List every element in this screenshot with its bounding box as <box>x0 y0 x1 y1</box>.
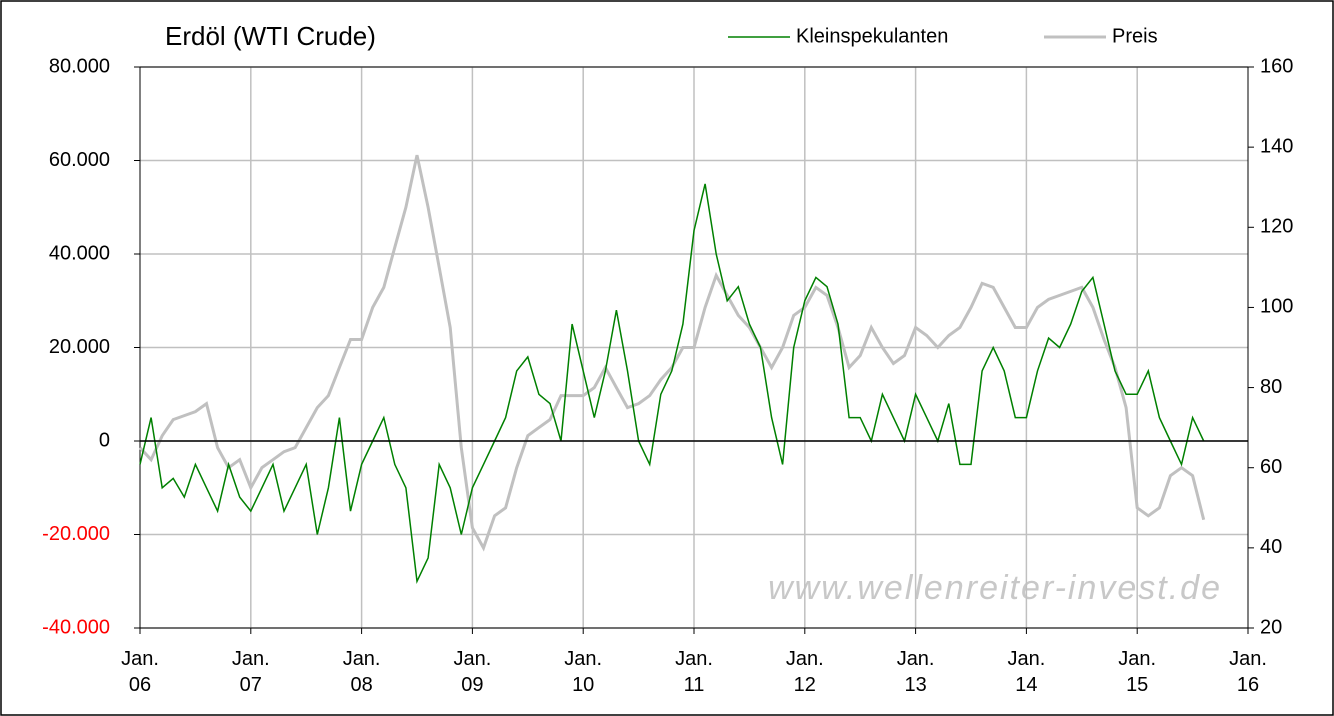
chart-title: Erdöl (WTI Crude) <box>165 21 376 51</box>
x-tick-label: Jan. 13 <box>896 648 935 696</box>
y2-tick-label: 20 <box>1260 616 1282 638</box>
y-tick-label: 20.000 <box>49 336 110 358</box>
y2-tick-label: 40 <box>1260 536 1282 558</box>
y-tick-label: 80.000 <box>49 55 110 77</box>
y2-tick-label: 100 <box>1260 296 1293 318</box>
watermark: www.wellenreiter-invest.de <box>768 569 1222 607</box>
x-tick-label: Jan. 12 <box>785 648 824 696</box>
y-tick-label: 40.000 <box>49 242 110 264</box>
y2-tick-label: 140 <box>1260 135 1293 157</box>
y-tick-label: -40.000 <box>42 616 110 638</box>
x-tick-label: Jan. 11 <box>675 648 713 696</box>
y-tick-label: 60.000 <box>49 149 110 171</box>
legend-label: Preis <box>1112 25 1158 47</box>
y2-tick-label: 160 <box>1260 55 1293 77</box>
series-line <box>138 154 1206 552</box>
x-tick-label: Jan. 14 <box>1007 648 1046 696</box>
x-tick-label: Jan. 10 <box>564 648 603 696</box>
y2-tick-label: 80 <box>1260 376 1282 398</box>
x-tick-label: Jan. 16 <box>1229 648 1267 696</box>
x-tick-label: Jan. 09 <box>453 648 492 696</box>
series-line <box>139 183 1205 584</box>
legend-label: Kleinspekulanten <box>796 25 948 47</box>
plot-area <box>139 66 1249 629</box>
x-tick-label: Jan. 15 <box>1118 648 1157 696</box>
y-tick-label: -20.000 <box>42 523 110 545</box>
y2-tick-label: 120 <box>1260 216 1293 238</box>
x-tick-label: Jan. 07 <box>231 648 270 696</box>
x-tick-label: Jan. 06 <box>121 648 159 696</box>
x-tick-label: Jan. 08 <box>342 648 381 696</box>
y-tick-label: 0 <box>99 429 110 451</box>
y2-tick-label: 60 <box>1260 456 1282 478</box>
